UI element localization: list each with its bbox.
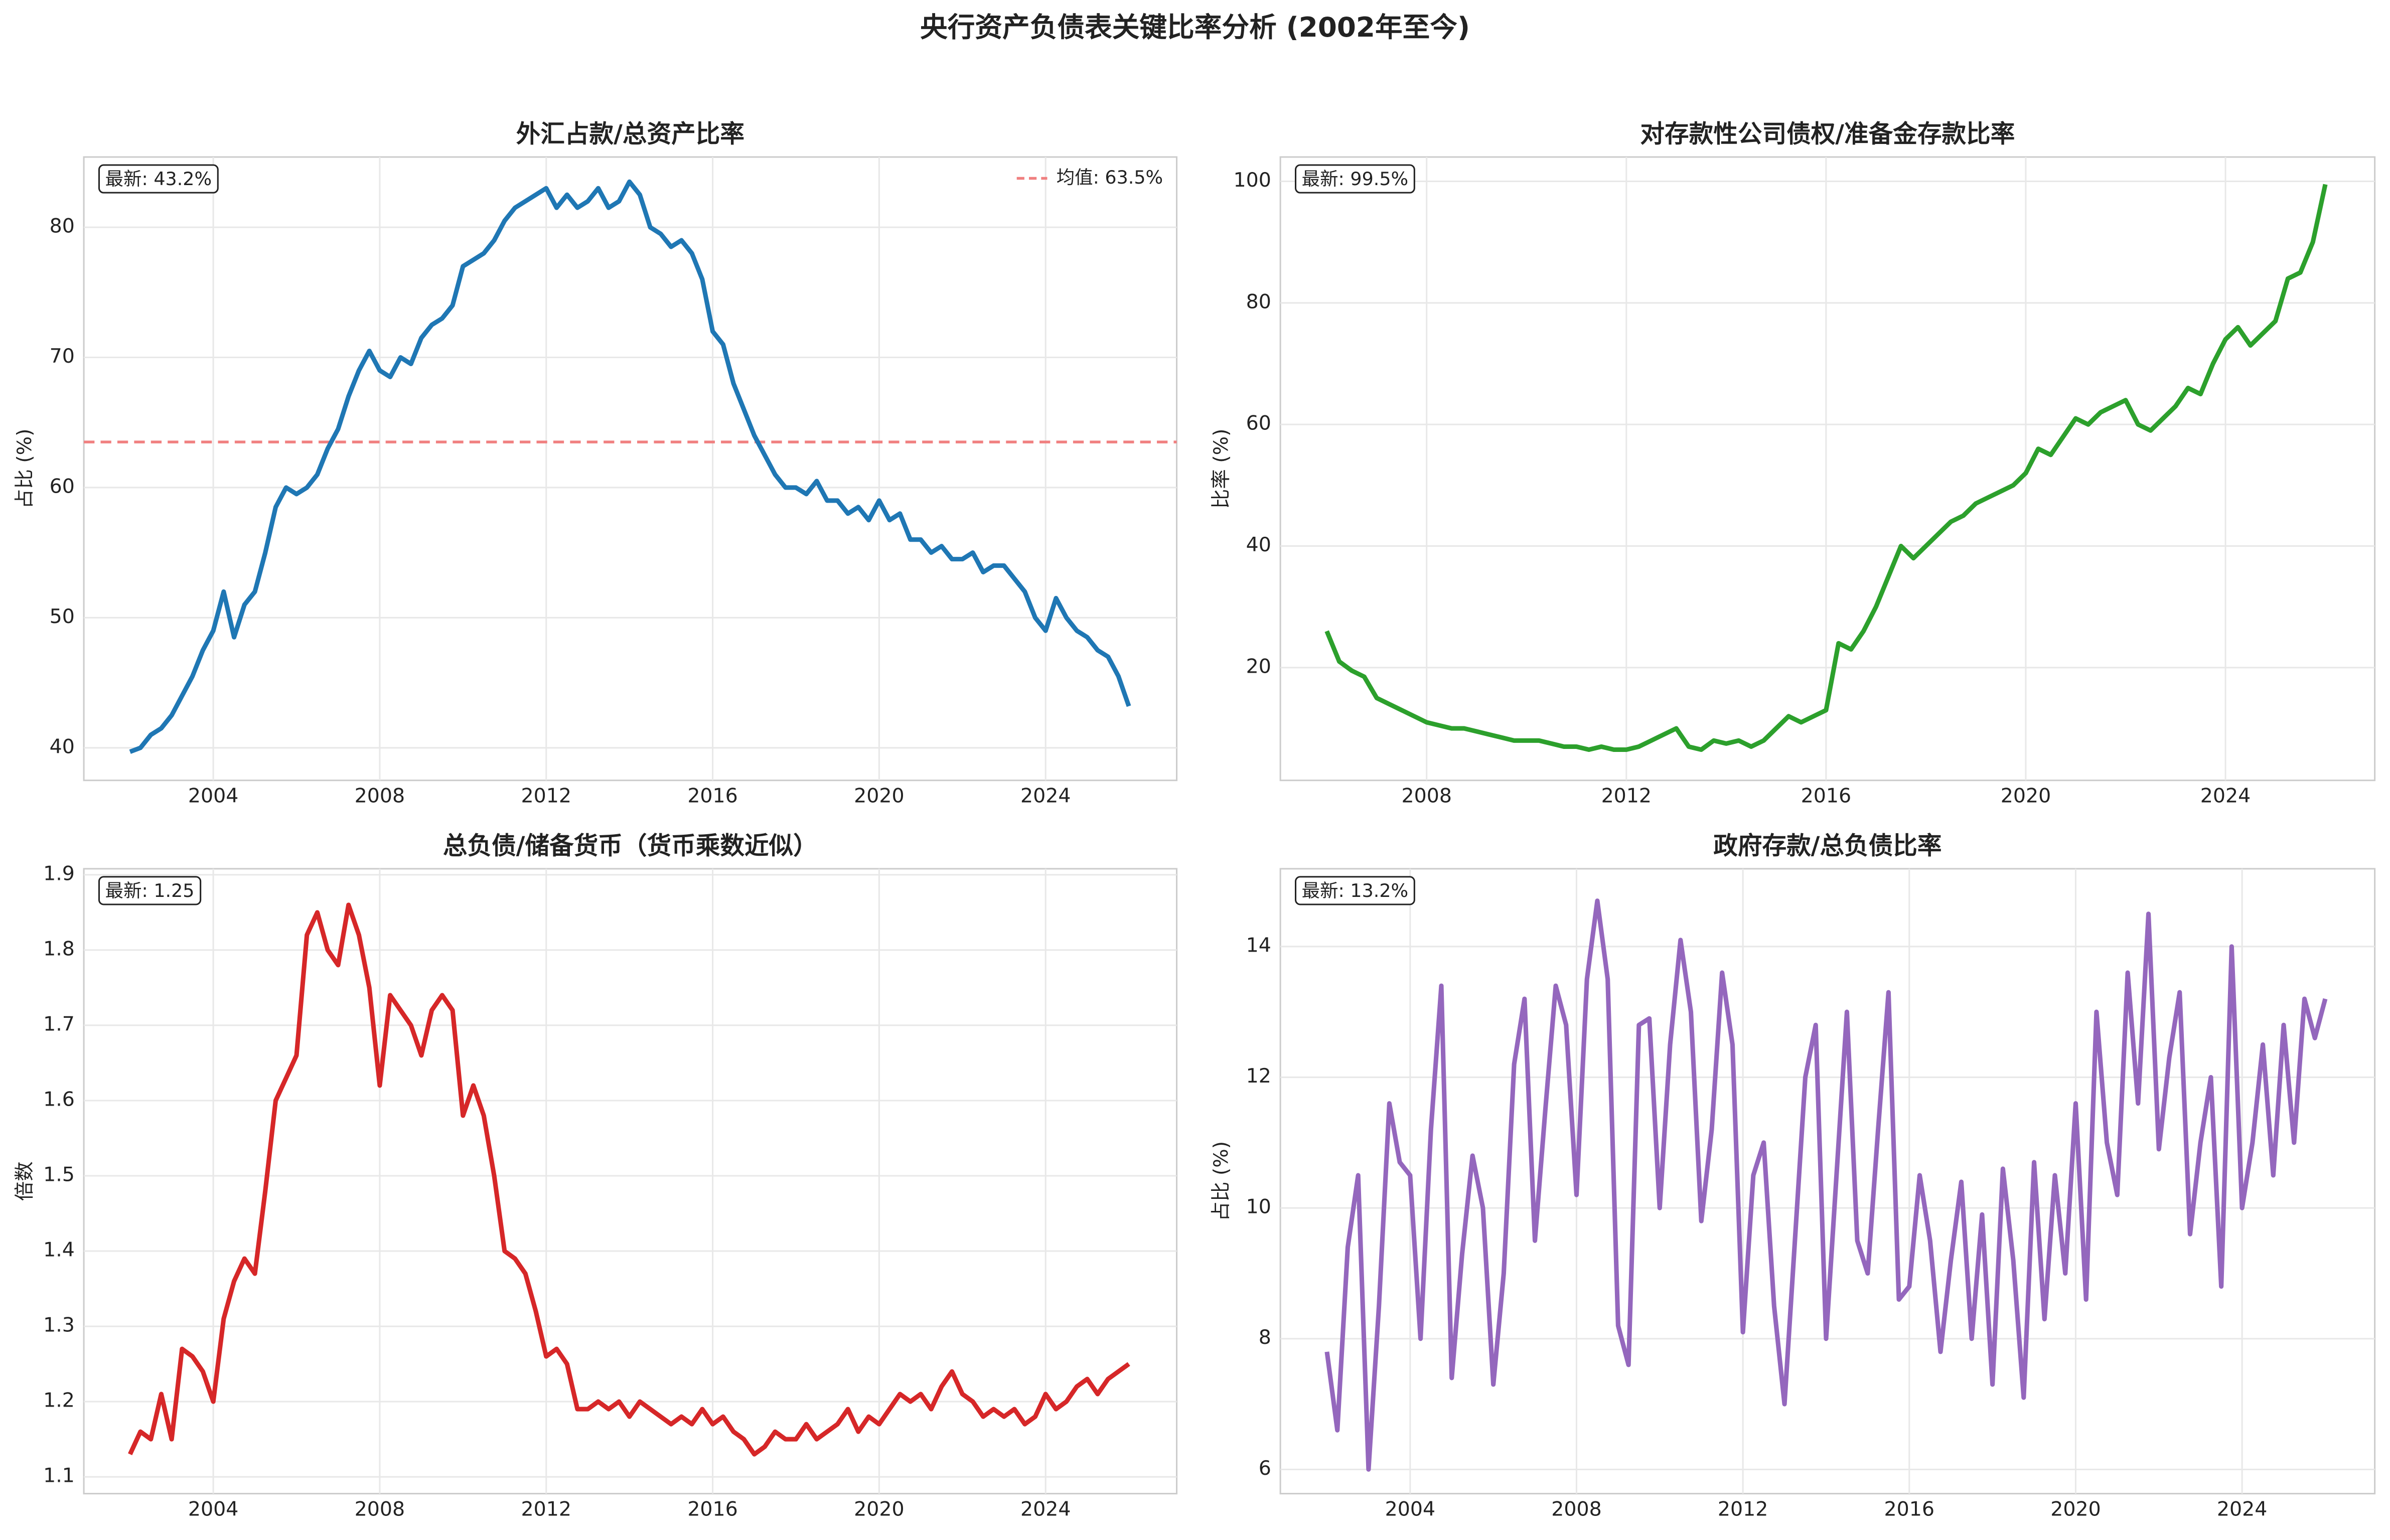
annotation-box xyxy=(1295,164,1415,194)
x-tick-label: 2008 xyxy=(355,1497,405,1520)
y-tick-label: 1.7 xyxy=(43,1012,75,1035)
annotation: 最新: 13.2% xyxy=(1302,880,1409,901)
x-tick-label: 2004 xyxy=(1385,1497,1436,1520)
y-tick-label: 40 xyxy=(50,735,75,758)
x-tick-label: 2004 xyxy=(188,785,238,808)
y-tick-label: 80 xyxy=(50,215,75,238)
annotation-box xyxy=(1295,876,1415,905)
plot-area xyxy=(83,156,1178,782)
x-tick-label: 2008 xyxy=(1401,785,1452,808)
y-tick-label: 12 xyxy=(1246,1064,1271,1088)
y-tick-label: 8 xyxy=(1259,1326,1271,1349)
figure-title: 央行资产负债表关键比率分析 (2002年至今) xyxy=(920,11,1470,43)
legend-label: 均值: 63.5% xyxy=(1057,167,1163,188)
x-tick-label: 2016 xyxy=(687,785,738,808)
x-tick-label: 2008 xyxy=(1551,1497,1602,1520)
annotation-box xyxy=(98,876,202,905)
y-tick-label: 10 xyxy=(1246,1195,1271,1218)
y-tick-label: 20 xyxy=(1246,655,1271,678)
annotation: 最新: 1.25 xyxy=(105,880,195,901)
y-tick-label: 14 xyxy=(1246,934,1271,957)
x-tick-label: 2012 xyxy=(521,1497,572,1520)
y-tick-label: 1.5 xyxy=(43,1163,75,1186)
data-line xyxy=(1324,898,2328,1472)
y-axis-label: 占比 (%) xyxy=(13,428,36,509)
x-tick-label: 2020 xyxy=(2001,785,2051,808)
y-tick-label: 60 xyxy=(1246,412,1271,435)
x-tick-label: 2020 xyxy=(2050,1497,2101,1520)
panel-title: 对存款性公司债权/准备金存款比率 xyxy=(1640,120,2015,148)
x-tick-label: 2016 xyxy=(1884,1497,1935,1520)
x-tick-label: 2016 xyxy=(1801,785,1852,808)
y-tick-label: 80 xyxy=(1246,290,1271,313)
x-tick-label: 2016 xyxy=(687,1497,738,1520)
x-tick-label: 2024 xyxy=(2217,1497,2268,1520)
plot-area xyxy=(1279,156,2376,782)
x-tick-label: 2012 xyxy=(1718,1497,1768,1520)
x-tick-label: 2012 xyxy=(1601,785,1652,808)
y-tick-label: 100 xyxy=(1234,169,1271,192)
data-line xyxy=(128,902,1130,1457)
annotation: 最新: 99.5% xyxy=(1302,168,1409,190)
x-tick-label: 2008 xyxy=(355,785,405,808)
y-tick-label: 1.9 xyxy=(43,862,75,885)
y-tick-label: 70 xyxy=(50,345,75,368)
y-tick-label: 50 xyxy=(50,605,75,628)
plot-area xyxy=(1279,868,2376,1495)
x-tick-label: 2024 xyxy=(1020,785,1071,808)
y-tick-label: 1.6 xyxy=(43,1088,75,1111)
y-tick-label: 1.3 xyxy=(43,1314,75,1337)
panel-title: 外汇占款/总资产比率 xyxy=(516,120,744,148)
y-tick-label: 1.1 xyxy=(43,1464,75,1487)
y-tick-label: 1.4 xyxy=(43,1239,75,1262)
annotation: 最新: 43.2% xyxy=(105,168,212,190)
x-tick-label: 2024 xyxy=(2200,785,2251,808)
y-axis-label: 倍数 xyxy=(13,1161,36,1201)
x-tick-label: 2020 xyxy=(854,785,904,808)
panel-title: 总负债/储备货币（货币乘数近似） xyxy=(443,832,818,860)
y-tick-label: 60 xyxy=(50,475,75,498)
panel-title: 政府存款/总负债比率 xyxy=(1713,832,1941,860)
x-tick-label: 2024 xyxy=(1020,1497,1071,1520)
x-tick-label: 2004 xyxy=(188,1497,238,1520)
data-line xyxy=(1324,184,2328,752)
annotation-box xyxy=(98,164,219,194)
plot-area xyxy=(83,868,1178,1495)
y-axis-label: 比率 (%) xyxy=(1210,428,1233,509)
y-tick-label: 6 xyxy=(1259,1457,1271,1480)
y-tick-label: 40 xyxy=(1246,533,1271,556)
x-tick-label: 2020 xyxy=(854,1497,904,1520)
x-tick-label: 2012 xyxy=(521,785,572,808)
data-line xyxy=(129,179,1131,754)
y-tick-label: 1.8 xyxy=(43,937,75,960)
y-tick-label: 1.2 xyxy=(43,1389,75,1412)
y-axis-label: 占比 (%) xyxy=(1210,1141,1233,1221)
